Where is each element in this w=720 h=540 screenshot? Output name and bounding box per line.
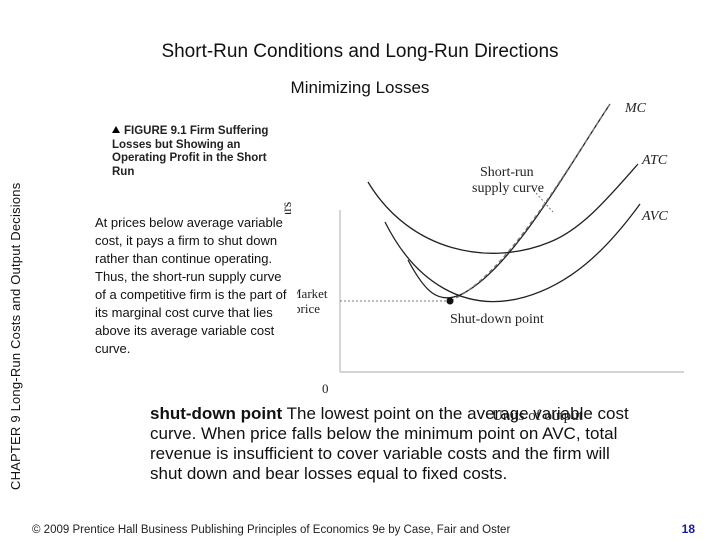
slide-title: Short-Run Conditions and Long-Run Direct… [161,41,559,62]
triangle-icon [112,126,120,133]
market-price-label-line2: price [294,301,320,316]
market-price-label-line1: Market [290,286,328,301]
origin-label: 0 [322,381,329,396]
mc-curve [407,103,611,299]
chapter-side-label: CHAPTER 9 Long-Run Costs and Output Deci… [8,182,23,490]
avc-label: AVC [641,209,668,224]
avc-curve [384,203,641,303]
x-axis-label: Units of output [492,408,584,424]
short-run-supply-curve [449,103,611,302]
atc-label: ATC [641,153,668,168]
supply-label-line2: supply curve [472,181,544,196]
figure-caption: FIGURE 9.1 Firm Suffering Losses but Sho… [112,125,292,179]
shutdown-label: Shut-down point [450,312,544,327]
figure-caption-text: FIGURE 9.1 Firm Suffering Losses but Sho… [112,125,269,178]
shutdown-point [446,297,454,305]
footer-copyright: © 2009 Prentice Hall Business Publishing… [32,524,511,536]
definition-text: The lowest point on the average variable… [150,404,629,483]
slide-subtitle: Minimizing Losses [290,78,430,97]
explanation-note: At prices below average variable cost, i… [93,214,297,358]
atc-curve [367,163,639,254]
cost-curve-diagram: MC ATC AVC Short-run supply curve Dollar… [280,101,684,424]
definition-block: shut-down point The lowest point on the … [150,404,640,484]
mc-label: MC [624,101,647,116]
page-number: 18 [681,522,695,536]
note-line-2: Thus, the short-run supply curve of a co… [95,269,287,356]
supply-pointer [535,192,554,213]
definition-term: shut-down point [150,404,283,423]
note-line-1: At prices below average variable cost, i… [95,215,283,266]
supply-label-line1: Short-run [480,165,534,180]
